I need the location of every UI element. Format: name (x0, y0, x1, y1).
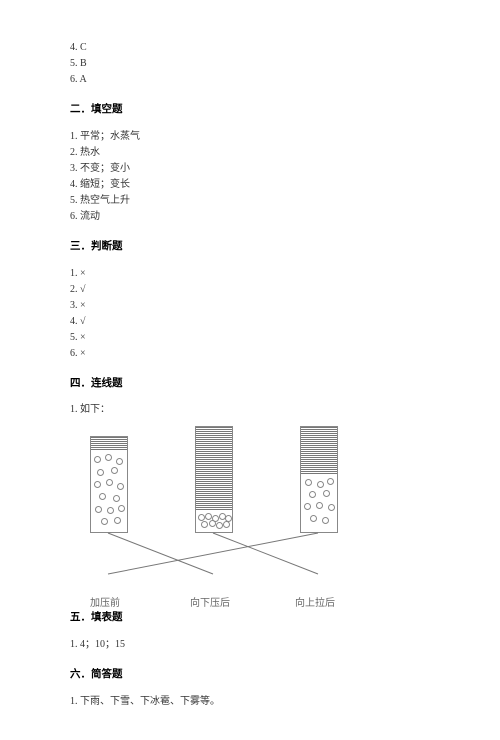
judge-item: 4. √ (70, 314, 430, 330)
label-pull-up: 向上拉后 (295, 596, 335, 612)
mc-answer: 6. A (70, 72, 430, 88)
mc-answer: 4. C (70, 40, 430, 56)
judge-item: 3. × (70, 298, 430, 314)
matching-diagram: 加压前 向下压后 向上拉后 (70, 426, 400, 596)
fill-item: 6. 流动 (70, 209, 430, 225)
match-intro: 1. 如下： (70, 402, 430, 418)
judge-item: 1. × (70, 266, 430, 282)
fill-item: 2. 热水 (70, 145, 430, 161)
answer-page: 4. C 5. B 6. A 二．填空题 1. 平常；水蒸气 2. 热水 3. … (0, 0, 500, 740)
section-judge-title: 三．判断题 (70, 239, 430, 256)
section-fill-title: 二．填空题 (70, 102, 430, 119)
cylinder-1 (90, 436, 128, 533)
cylinder-3 (300, 426, 338, 533)
mc-answer: 5. B (70, 56, 430, 72)
label-before: 加压前 (90, 596, 120, 612)
short-item: 1. 下雨、下雪、下冰雹、下雾等。 (70, 694, 430, 710)
table-item: 1. 4；10；15 (70, 637, 430, 653)
fill-item: 1. 平常；水蒸气 (70, 129, 430, 145)
judge-item: 2. √ (70, 282, 430, 298)
cylinder-2 (195, 426, 233, 533)
fill-item: 5. 热空气上升 (70, 193, 430, 209)
fill-item: 3. 不变；变小 (70, 161, 430, 177)
section-match-title: 四．连线题 (70, 376, 430, 393)
judge-item: 5. × (70, 330, 430, 346)
section-short-title: 六．简答题 (70, 667, 430, 684)
section-table-title: 五．填表题 (70, 610, 430, 627)
label-press-down: 向下压后 (190, 596, 230, 612)
fill-item: 4. 缩短；变长 (70, 177, 430, 193)
judge-item: 6. × (70, 346, 430, 362)
